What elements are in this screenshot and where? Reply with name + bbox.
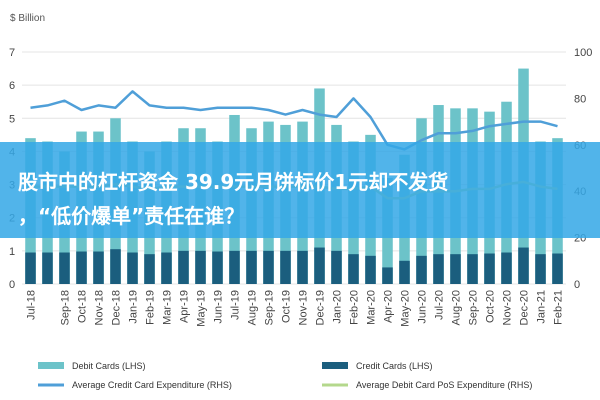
right-tick-label: 80 <box>574 93 586 105</box>
bar-credit-cards <box>229 250 240 284</box>
x-tick-label: Jan-19 <box>128 290 140 324</box>
bar-credit-cards <box>76 251 87 284</box>
x-tick-label: Oct-19 <box>281 290 293 323</box>
bar-credit-cards <box>161 252 172 284</box>
bar-credit-cards <box>416 255 427 284</box>
bar-credit-cards <box>246 250 257 284</box>
bar-credit-cards <box>144 254 155 284</box>
legend-label-credit: Credit Cards (LHS) <box>356 361 433 371</box>
x-tick-label: Feb-21 <box>553 290 565 325</box>
left-tick-label: 1 <box>9 246 15 258</box>
x-tick-label: Sep-20 <box>468 290 480 325</box>
x-tick-label: May-20 <box>400 290 412 327</box>
left-axis-unit: $ Billion <box>10 13 45 24</box>
right-tick-label: 100 <box>574 47 592 59</box>
x-tick-label: Nov-20 <box>502 290 514 325</box>
bar-credit-cards <box>382 267 393 284</box>
right-tick-label: 0 <box>574 279 580 291</box>
legend-label-avg-debit-pos: Average Debit Card PoS Expenditure (RHS) <box>356 380 532 390</box>
bar-credit-cards <box>127 252 138 284</box>
bar-credit-cards <box>42 252 53 284</box>
x-tick-label: Sep-18 <box>60 290 72 325</box>
bar-credit-cards <box>212 251 223 284</box>
bar-credit-cards <box>552 253 563 284</box>
bar-credit-cards <box>178 250 189 284</box>
x-tick-label: Mar-20 <box>366 290 378 325</box>
x-tick-label: Mar-19 <box>162 290 174 325</box>
bar-credit-cards <box>348 254 359 284</box>
x-tick-label: Nov-19 <box>298 290 310 325</box>
legend-label-avg-credit: Average Credit Card Expenditure (RHS) <box>72 380 232 390</box>
legend-swatch-debit <box>38 362 64 369</box>
bar-credit-cards <box>195 250 206 284</box>
x-tick-label: Nov-18 <box>94 290 106 325</box>
left-tick-label: 0 <box>9 279 15 291</box>
x-tick-label: Aug-20 <box>451 290 463 325</box>
x-tick-label: Jul-20 <box>434 290 446 320</box>
x-tick-label: Jun-20 <box>417 290 429 324</box>
left-tick-label: 7 <box>9 47 15 59</box>
bar-credit-cards <box>399 260 410 284</box>
x-tick-label: Jun-19 <box>213 290 225 324</box>
x-tick-label: Feb-20 <box>349 290 361 325</box>
x-tick-label: Apr-19 <box>179 290 191 323</box>
bar-credit-cards <box>535 254 546 284</box>
x-tick-label: Dec-19 <box>315 290 327 325</box>
x-tick-label: Jul-18 <box>26 290 38 320</box>
left-tick-label: 6 <box>9 80 15 92</box>
bar-credit-cards <box>25 252 36 284</box>
bar-credit-cards <box>110 249 121 284</box>
x-tick-label: May-19 <box>196 290 208 327</box>
bar-credit-cards <box>501 252 512 284</box>
headline-line-2: ，“低价爆单”责任在谁？ <box>18 204 245 228</box>
bar-credit-cards <box>314 247 325 284</box>
legend: Debit Cards (LHS) Credit Cards (LHS) Ave… <box>38 361 532 390</box>
left-tick-label: 5 <box>9 113 15 125</box>
x-tick-label: Dec-20 <box>519 290 531 325</box>
bar-credit-cards <box>331 250 342 284</box>
headline-text[interactable]: 股市中的杠杆资金 39.9元月饼标价1元却不发货 ，“低价爆单”责任在谁？ <box>18 165 586 233</box>
x-tick-label: Oct-18 <box>77 290 89 323</box>
bar-credit-cards <box>433 254 444 284</box>
x-tick-label: Jan-20 <box>332 290 344 324</box>
bar-credit-cards <box>93 251 104 284</box>
x-tick-label: Jan-21 <box>536 290 548 324</box>
legend-swatch-credit <box>322 362 348 369</box>
line-avg-credit-card-expenditure <box>30 90 558 151</box>
bar-credit-cards <box>518 247 529 284</box>
x-tick-label: Oct-20 <box>485 290 497 323</box>
bar-credit-cards <box>280 250 291 284</box>
x-tick-label: Apr-20 <box>383 290 395 323</box>
x-tick-label: Dec-18 <box>111 290 123 325</box>
x-tick-label: Feb-19 <box>145 290 157 325</box>
bar-credit-cards <box>484 253 495 284</box>
x-tick-label: Aug-19 <box>247 290 259 325</box>
bar-credit-cards <box>297 250 308 284</box>
legend-label-debit: Debit Cards (LHS) <box>72 361 146 371</box>
x-tick-label: Jul-19 <box>230 290 242 320</box>
headline-banner <box>0 142 600 238</box>
x-tick-label: Sep-19 <box>264 290 276 325</box>
headline-line-1: 股市中的杠杆资金 39.9元月饼标价1元却不发货 <box>18 170 449 194</box>
bar-credit-cards <box>59 252 70 284</box>
bar-credit-cards <box>365 255 376 284</box>
bar-credit-cards <box>450 254 461 284</box>
bar-credit-cards <box>263 250 274 284</box>
bar-credit-cards <box>467 254 478 284</box>
